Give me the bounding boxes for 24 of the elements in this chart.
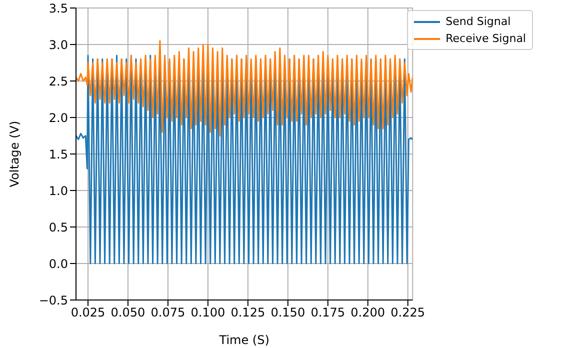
x-tick-label: 0.200: [350, 306, 386, 320]
x-axis-title: Time (S): [218, 333, 270, 347]
y-tick-label: 0.0: [48, 256, 68, 271]
legend-label: Send Signal: [446, 14, 511, 30]
x-tick-label: 0.075: [150, 306, 186, 320]
y-axis-title: Voltage (V): [7, 120, 22, 188]
y-tick-label: 0.5: [48, 220, 68, 234]
line-series: [76, 54, 413, 264]
y-tick-label: 1.5: [48, 147, 68, 162]
y-tick-label: 1.0: [48, 184, 68, 198]
y-tick-label: 2.5: [48, 74, 68, 88]
x-tick-label: 0.100: [190, 306, 226, 320]
y-tick-label: 3.5: [48, 1, 68, 16]
y-tick-label: −0.5: [38, 293, 68, 308]
y-tick-label: 2.0: [48, 110, 68, 125]
x-tick-label: 0.175: [310, 306, 346, 320]
x-tick-label: 0.125: [230, 306, 266, 320]
legend-label: Receive Signal: [446, 31, 526, 47]
x-tick-label: 0.225: [390, 306, 426, 320]
line-series: [76, 40, 413, 136]
x-tick-label: 0.150: [270, 306, 306, 320]
x-tick-label: 0.050: [110, 306, 146, 320]
x-tick-label: 0.025: [70, 306, 106, 320]
y-tick-label: 3.0: [48, 38, 68, 52]
